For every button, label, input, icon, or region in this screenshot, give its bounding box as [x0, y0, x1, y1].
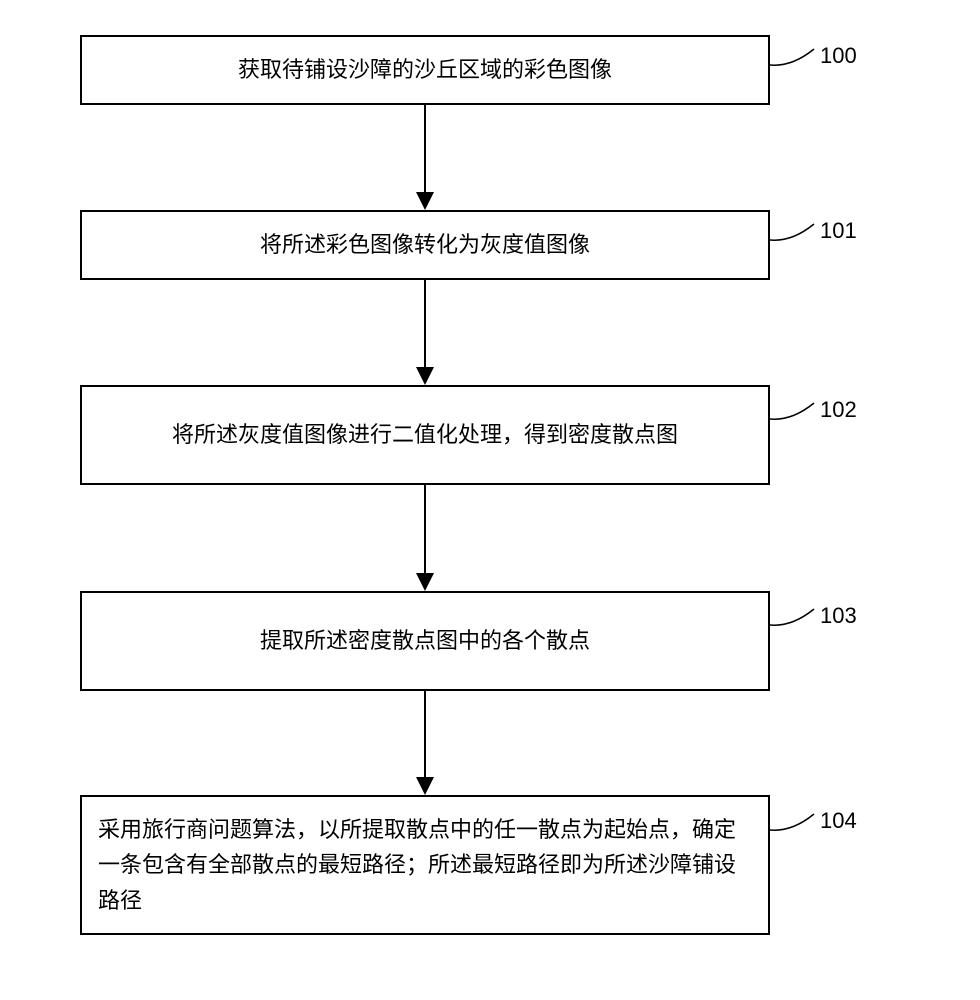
label-connector — [770, 45, 818, 69]
label-connector — [770, 810, 818, 834]
flowchart-node-n4: 采用旅行商问题算法，以所提取散点中的任一散点为起始点，确定一条包含有全部散点的最… — [80, 795, 770, 935]
flowchart-node-label: 102 — [820, 397, 857, 423]
flowchart-node-n2: 将所述灰度值图像进行二值化处理，得到密度散点图 — [80, 385, 770, 485]
flowchart-node-label: 100 — [820, 43, 857, 69]
flowchart-node-label: 104 — [820, 808, 857, 834]
flowchart-arrow — [413, 280, 437, 385]
flowchart-node-n1: 将所述彩色图像转化为灰度值图像 — [80, 210, 770, 280]
flowchart-node-n3: 提取所述密度散点图中的各个散点 — [80, 591, 770, 691]
flowchart-node-text: 获取待铺设沙障的沙丘区域的彩色图像 — [238, 52, 612, 87]
flowchart-arrow — [413, 485, 437, 591]
flowchart-arrow — [413, 691, 437, 795]
flowchart-node-label: 101 — [820, 218, 857, 244]
flowchart-node-n0: 获取待铺设沙障的沙丘区域的彩色图像 — [80, 35, 770, 105]
flowchart-node-text: 将所述彩色图像转化为灰度值图像 — [260, 227, 590, 262]
label-connector — [770, 220, 818, 244]
flowchart-node-text: 提取所述密度散点图中的各个散点 — [260, 623, 590, 658]
label-connector — [770, 399, 818, 423]
flowchart-node-label: 103 — [820, 603, 857, 629]
flowchart-node-text: 将所述灰度值图像进行二值化处理，得到密度散点图 — [172, 417, 678, 452]
flowchart-arrow — [413, 105, 437, 210]
label-connector — [770, 605, 818, 629]
flowchart-node-text: 采用旅行商问题算法，以所提取散点中的任一散点为起始点，确定一条包含有全部散点的最… — [98, 812, 752, 918]
